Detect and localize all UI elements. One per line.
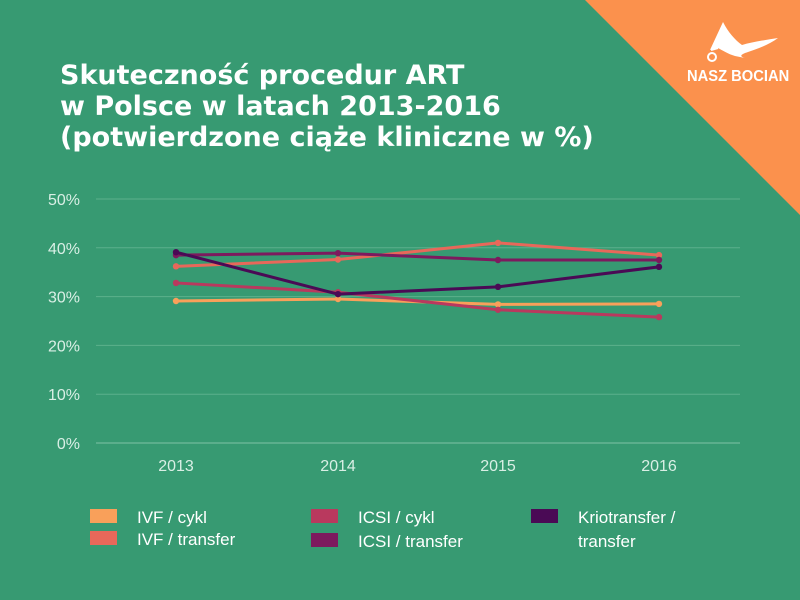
data-point — [334, 295, 342, 303]
data-point — [655, 256, 663, 264]
legend-item: ICSI / cykl — [311, 506, 435, 530]
data-point — [172, 248, 180, 256]
data-point — [655, 251, 663, 259]
series-line — [175, 251, 659, 262]
legend-item: Kriotransfer / transfer — [531, 506, 675, 554]
stork-icon — [707, 22, 778, 62]
data-point — [334, 249, 342, 257]
data-point — [494, 301, 502, 308]
data-point — [655, 263, 663, 271]
title-line: (potwierdzone ciąże kliniczne w %) — [60, 122, 594, 153]
legend-swatch — [311, 509, 338, 523]
data-point — [494, 239, 502, 247]
legend-label: ICSI / transfer — [358, 532, 463, 551]
chart-title: Skuteczność procedur ART w Polsce w lata… — [60, 60, 594, 153]
legend-item: IVF / transfer — [90, 528, 235, 552]
y-tick-label: 30% — [48, 290, 80, 307]
legend-swatch — [311, 533, 338, 547]
corner-triangle — [585, 0, 800, 215]
x-tick-label: 2016 — [641, 458, 677, 475]
data-point — [172, 297, 180, 305]
data-point — [494, 256, 502, 264]
data-point — [655, 300, 663, 308]
y-tick-label: 50% — [48, 192, 80, 209]
series-line — [175, 241, 660, 268]
logo-text: NASZ BOCIAN — [687, 68, 790, 85]
y-tick-label: 20% — [48, 338, 80, 355]
data-point — [494, 306, 502, 313]
x-tick-label: 2013 — [158, 458, 194, 475]
legend-label: Kriotransfer / transfer — [578, 506, 675, 554]
data-point — [334, 290, 342, 298]
legend-item: ICSI / transfer — [311, 530, 463, 554]
series-line — [175, 250, 660, 296]
y-tick-label: 40% — [48, 241, 80, 258]
legend-label-line: transfer — [578, 532, 636, 551]
legend-swatch — [90, 531, 117, 545]
legend-swatch — [531, 509, 558, 523]
data-point — [172, 263, 180, 270]
legend-swatch — [90, 509, 117, 523]
title-line: Skuteczność procedur ART — [60, 60, 465, 91]
data-point — [494, 283, 502, 291]
legend-label: ICSI / cykl — [358, 508, 435, 527]
data-point — [655, 313, 663, 321]
data-point — [334, 256, 342, 263]
legend-label: IVF / cykl — [137, 508, 207, 527]
legend-label: IVF / transfer — [137, 530, 236, 549]
y-tick-label: 10% — [48, 387, 80, 404]
data-point — [172, 279, 180, 287]
y-tick-label: 0% — [57, 436, 80, 453]
legend-item: IVF / cykl — [90, 506, 207, 530]
title-line: w Polsce w latach 2013-2016 — [60, 91, 501, 122]
x-tick-label: 2014 — [320, 458, 356, 475]
series-line — [175, 281, 660, 319]
legend-label-line: Kriotransfer / — [578, 508, 676, 527]
x-tick-label: 2015 — [480, 458, 516, 475]
